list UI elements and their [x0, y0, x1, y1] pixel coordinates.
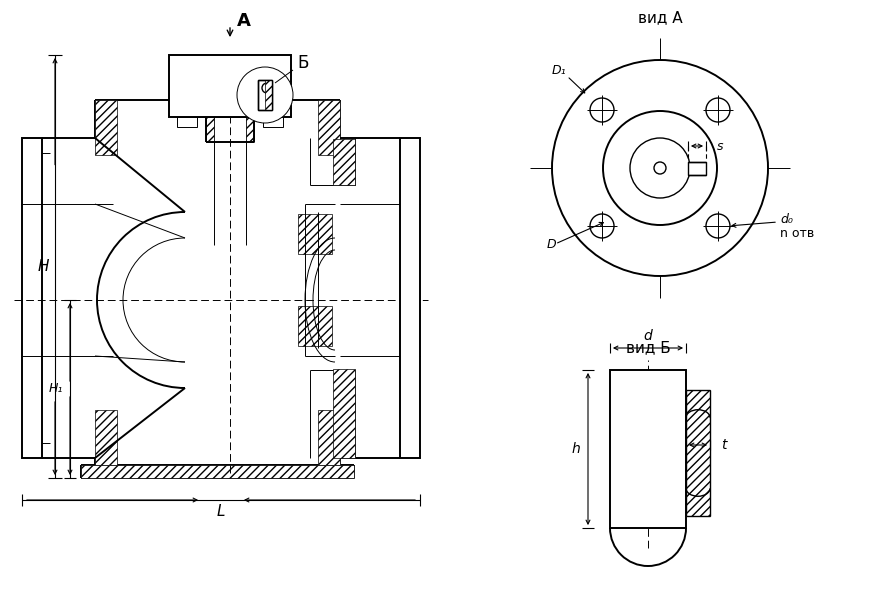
Text: t: t: [721, 438, 727, 452]
Text: вид Б: вид Б: [625, 340, 670, 356]
Bar: [400, 138, 420, 458]
Bar: [686, 390, 710, 516]
Bar: [333, 369, 355, 458]
Bar: [177, 117, 197, 127]
Bar: [688, 161, 706, 174]
Text: n отв: n отв: [780, 228, 815, 241]
Bar: [22, 138, 42, 458]
Bar: [194, 108, 206, 117]
Bar: [298, 306, 332, 346]
Bar: [258, 80, 272, 110]
Text: Б: Б: [297, 54, 308, 72]
Bar: [263, 117, 283, 127]
Bar: [318, 410, 340, 465]
Text: s: s: [717, 139, 724, 152]
Circle shape: [237, 67, 293, 123]
Bar: [318, 100, 340, 155]
Text: вид A: вид A: [638, 11, 682, 25]
Circle shape: [590, 214, 614, 238]
Circle shape: [603, 111, 717, 225]
Bar: [265, 80, 272, 110]
Text: d₀: d₀: [780, 213, 793, 226]
Bar: [95, 410, 117, 465]
Text: D₁: D₁: [552, 64, 567, 77]
Circle shape: [552, 60, 768, 276]
Text: H₁: H₁: [49, 382, 63, 395]
Bar: [206, 100, 214, 142]
Bar: [169, 55, 291, 117]
Circle shape: [706, 214, 730, 238]
Bar: [246, 100, 254, 142]
Bar: [298, 214, 332, 254]
Bar: [95, 100, 117, 155]
Circle shape: [590, 98, 614, 122]
Text: h: h: [572, 442, 581, 456]
Text: D: D: [547, 239, 556, 252]
Circle shape: [630, 138, 690, 198]
Bar: [81, 465, 354, 478]
Text: H: H: [38, 259, 49, 274]
Bar: [333, 139, 355, 185]
Circle shape: [654, 162, 666, 174]
Circle shape: [706, 98, 730, 122]
Bar: [254, 108, 266, 117]
Text: L: L: [216, 505, 225, 519]
Bar: [610, 370, 686, 528]
Text: A: A: [237, 12, 251, 30]
Text: d: d: [644, 329, 653, 343]
